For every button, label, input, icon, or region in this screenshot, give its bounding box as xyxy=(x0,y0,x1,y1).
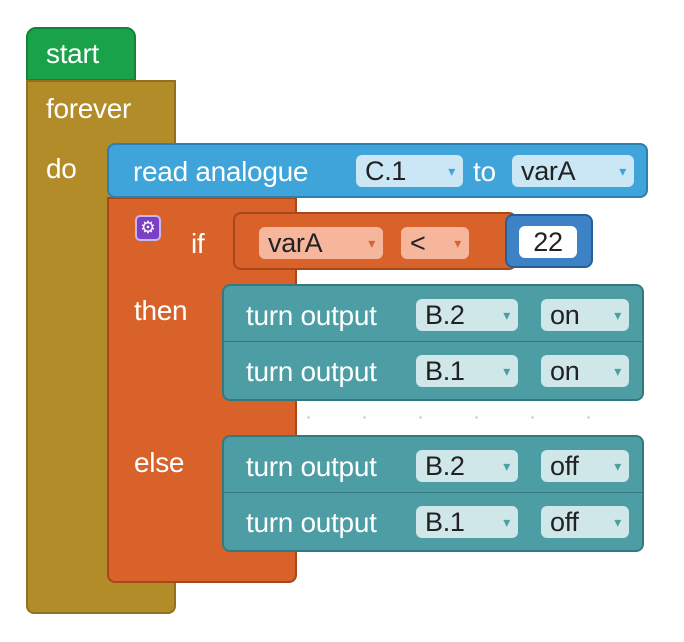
start-block[interactable]: start xyxy=(26,27,136,81)
grid-dot xyxy=(531,416,534,419)
turn-output-label: turn output xyxy=(246,451,377,482)
chevron-down-icon: ▾ xyxy=(614,458,621,474)
output-state-dropdown[interactable]: off ▾ xyxy=(541,506,629,538)
chevron-down-icon: ▾ xyxy=(503,514,510,530)
number-block[interactable]: 22 xyxy=(505,214,593,268)
grid-dot xyxy=(587,416,590,419)
to-label: to xyxy=(473,156,496,187)
grid-dot xyxy=(363,416,366,419)
condition-variable-dropdown[interactable]: varA ▾ xyxy=(259,227,383,259)
turn-output-block[interactable]: turn output B.2 ▾ on ▾ xyxy=(222,284,644,343)
read-variable-dropdown[interactable]: varA ▾ xyxy=(512,155,634,187)
output-pin-dropdown[interactable]: B.2 ▾ xyxy=(416,299,518,331)
chevron-down-icon: ▾ xyxy=(503,458,510,474)
grid-dot xyxy=(475,416,478,419)
turn-output-label: turn output xyxy=(246,507,377,538)
grid-dot xyxy=(419,416,422,419)
chevron-down-icon: ▾ xyxy=(614,363,621,379)
read-analogue-label: read analogue xyxy=(133,156,309,187)
output-pin-dropdown[interactable]: B.2 ▾ xyxy=(416,450,518,482)
chevron-down-icon: ▾ xyxy=(503,307,510,323)
chevron-down-icon: ▾ xyxy=(368,235,375,251)
output-state-dropdown[interactable]: on ▾ xyxy=(541,355,629,387)
chevron-down-icon: ▾ xyxy=(503,363,510,379)
do-label: do xyxy=(46,153,77,184)
operator-dropdown[interactable]: < ▾ xyxy=(401,227,469,259)
chevron-down-icon: ▾ xyxy=(614,514,621,530)
output-state-dropdown[interactable]: off ▾ xyxy=(541,450,629,482)
start-label: start xyxy=(46,38,99,69)
compare-block[interactable]: varA ▾ < ▾ xyxy=(233,212,517,270)
chevron-down-icon: ▾ xyxy=(448,163,455,179)
gear-icon[interactable]: ⚙ xyxy=(135,215,161,241)
else-label: else xyxy=(134,447,185,478)
grid-dot xyxy=(307,416,310,419)
turn-output-label: turn output xyxy=(246,300,377,331)
turn-output-block[interactable]: turn output B.1 ▾ on ▾ xyxy=(222,342,644,401)
chevron-down-icon: ▾ xyxy=(619,163,626,179)
forever-label: forever xyxy=(46,93,132,124)
chevron-down-icon: ▾ xyxy=(454,235,461,251)
number-input[interactable]: 22 xyxy=(519,226,577,258)
turn-output-block[interactable]: turn output B.2 ▾ off ▾ xyxy=(222,435,644,494)
chevron-down-icon: ▾ xyxy=(614,307,621,323)
turn-output-block[interactable]: turn output B.1 ▾ off ▾ xyxy=(222,493,644,552)
turn-output-label: turn output xyxy=(246,356,377,387)
read-pin-dropdown[interactable]: C.1 ▾ xyxy=(356,155,463,187)
read-analogue-block[interactable]: read analogue C.1 ▾ to varA ▾ xyxy=(107,143,648,198)
then-label: then xyxy=(134,295,188,326)
output-pin-dropdown[interactable]: B.1 ▾ xyxy=(416,355,518,387)
if-label: if xyxy=(191,228,205,259)
output-pin-dropdown[interactable]: B.1 ▾ xyxy=(416,506,518,538)
output-state-dropdown[interactable]: on ▾ xyxy=(541,299,629,331)
